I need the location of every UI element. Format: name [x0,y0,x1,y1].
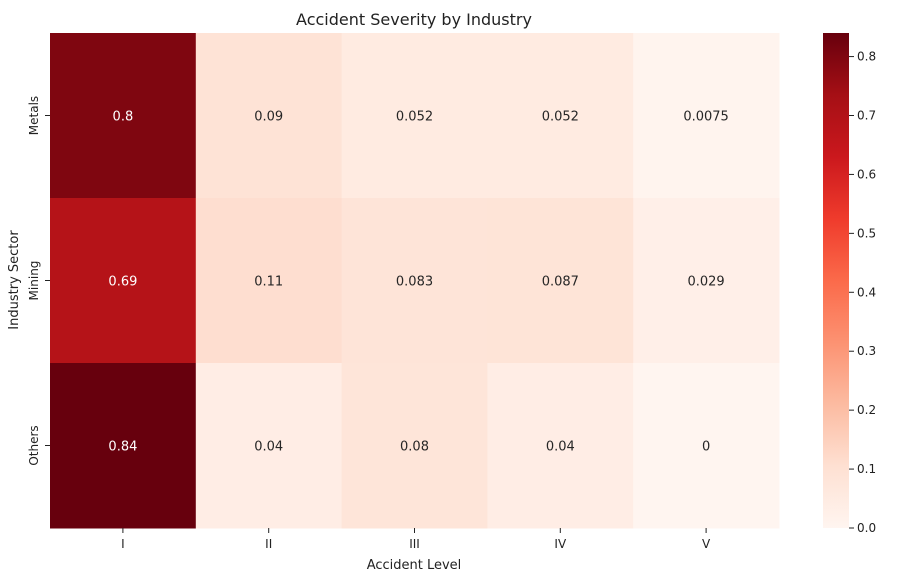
heatmap-cell [195,363,343,529]
x-tick-label: V [702,537,711,551]
y-tick-label: Others [27,425,41,465]
cell-value-label: 0 [702,440,710,455]
heatmap-cell [633,198,780,364]
x-tick-label: III [409,537,420,551]
heatmap-cell [341,33,488,199]
cell-value-label: 0.04 [546,440,575,455]
heatmap-cell [341,363,488,529]
x-axis-label: Accident Level [367,558,462,573]
colorbar-tick-label: 0.1 [857,462,876,476]
y-axis-label: Industry Sector [7,230,22,330]
heatmap-cell [195,198,343,364]
colorbar-tick-label: 0.6 [857,167,876,181]
heatmap-cell [487,363,634,529]
cell-value-label: 0.0075 [683,110,729,125]
x-axis-ticks: I II III IV V [121,528,711,551]
cell-value-label: 0.69 [108,275,137,290]
cell-value-label: 0.08 [400,440,429,455]
heatmap-cell [195,33,343,199]
heatmap-cell [50,198,197,364]
x-tick-label: II [265,537,272,551]
cell-value-label: 0.087 [542,275,579,290]
colorbar-tick-label: 0.4 [857,285,876,299]
colorbar-ticks: 0.0 0.1 0.2 0.3 0.4 0.5 0.6 0.7 0.8 [849,50,876,535]
colorbar [823,33,849,528]
heatmap-cells: 0.8 0.09 0.052 0.052 0.0075 0.69 0.11 0.083 0.08… [50,33,780,529]
colorbar-tick-label: 0.8 [857,50,876,64]
y-tick-label: Metals [27,96,41,135]
heatmap-cell [487,198,634,364]
cell-value-label: 0.8 [113,110,134,125]
cell-value-label: 0.11 [254,275,283,290]
cell-value-label: 0.083 [396,275,433,290]
colorbar-tick-label: 0.0 [857,521,876,535]
cell-value-label: 0.09 [254,110,283,125]
heatmap-cell [50,33,197,199]
colorbar-tick-label: 0.7 [857,109,876,123]
heatmap-cell [50,363,197,529]
cell-value-label: 0.04 [254,440,283,455]
x-tick-label: I [121,537,125,551]
cell-value-label: 0.029 [687,275,724,290]
colorbar-tick-label: 0.2 [857,403,876,417]
chart-title: Accident Severity by Industry [296,10,532,29]
y-axis-ticks: Metals Mining Others [27,96,50,466]
colorbar-tick-label: 0.3 [857,344,876,358]
y-tick-label: Mining [27,261,41,301]
heatmap-cell [341,198,488,364]
heatmap-cell [487,33,634,199]
heatmap-cell [633,363,780,529]
x-tick-label: IV [554,537,567,551]
colorbar-tick-label: 0.5 [857,226,876,240]
cell-value-label: 0.052 [396,110,433,125]
heatmap-cell [633,33,780,199]
cell-value-label: 0.052 [542,110,579,125]
cell-value-label: 0.84 [108,440,137,455]
